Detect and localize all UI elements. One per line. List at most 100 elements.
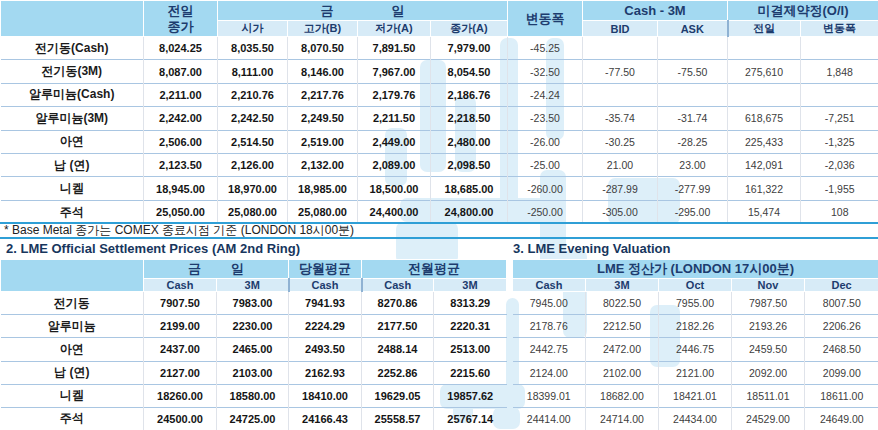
metal-row: 전기동(3M)8,087.008,111.008,146.007,967.008… — [1, 60, 878, 83]
value-cell: 8007.50 — [805, 292, 878, 315]
subheader-cell: 3M — [434, 279, 507, 292]
value-cell: 8,146.00 — [288, 60, 358, 83]
header-prev-month-avg: 전월평균 — [362, 260, 507, 279]
value-cell: 7983.00 — [217, 292, 289, 315]
value-cell: 23.00 — [658, 153, 728, 176]
value-cell: 1,848 — [801, 60, 878, 83]
value-cell: 7945.00 — [513, 292, 586, 315]
value-cell: 24649.00 — [805, 407, 878, 430]
value-cell: -277.99 — [658, 177, 728, 200]
subheader-cell: 전일 — [728, 21, 801, 37]
header-today-group: 금일 — [218, 1, 508, 21]
value-cell: 18,500.00 — [358, 177, 431, 200]
value-cell: -295.00 — [658, 200, 728, 223]
group-header-right: 일 — [231, 261, 244, 276]
value-cell: 18260.00 — [144, 384, 217, 407]
value-cell: 2,211.00 — [144, 83, 218, 106]
value-cell: 7955.00 — [659, 292, 732, 315]
subheader-cell: 시가 — [218, 21, 288, 37]
row-label: 알루미늄 — [1, 315, 144, 338]
metal-row: 2124.002102.002121.002092.002099.00 — [513, 361, 878, 384]
value-cell: 2162.93 — [289, 361, 362, 384]
value-cell: -25.00 — [508, 153, 583, 176]
value-cell: -23.50 — [508, 107, 583, 130]
value-cell: 24529.00 — [732, 407, 805, 430]
metal-row: 7945.008022.507955.007987.508007.50 — [513, 292, 878, 315]
metal-row: 전기동7907.507983.007941.938270.868313.29 — [1, 292, 507, 315]
value-cell: 2,179.76 — [358, 83, 431, 106]
value-cell: 25,050.00 — [144, 200, 218, 223]
value-cell: -75.50 — [658, 60, 728, 83]
value-cell: 24725.00 — [217, 407, 289, 430]
row-label: 알루미늄(3M) — [1, 107, 144, 130]
header-open-interest: 미결제약정(O/I) — [728, 1, 878, 21]
value-cell: 18,970.00 — [218, 177, 288, 200]
value-cell: 7,979.00 — [431, 37, 508, 60]
value-cell: 25,080.00 — [288, 200, 358, 223]
subheader-cell: Cash — [513, 279, 586, 292]
value-cell: 2,186.76 — [431, 83, 508, 106]
value-cell: 19629.05 — [362, 384, 434, 407]
value-cell: 2446.75 — [659, 338, 732, 361]
value-cell: -24.24 — [508, 83, 583, 106]
value-cell: 24,400.00 — [358, 200, 431, 223]
value-cell: 2,218.50 — [431, 107, 508, 130]
subheader-cell: Cash — [144, 279, 217, 292]
value-cell — [583, 83, 658, 106]
value-cell: -1,325 — [801, 130, 878, 153]
value-cell: 2127.00 — [144, 361, 217, 384]
subheader-cell: 고가(B) — [288, 21, 358, 37]
value-cell: 25558.57 — [362, 407, 434, 430]
value-cell: 2513.00 — [434, 338, 507, 361]
group-header-left: 금 — [188, 261, 201, 276]
subheader-cell: 종가(A) — [431, 21, 508, 37]
metal-row: 주석25,050.0025,080.0025,080.0024,400.0024… — [1, 200, 878, 223]
value-cell: 2,211.50 — [358, 107, 431, 130]
header-cash-3m: Cash - 3M — [583, 1, 728, 21]
metal-row: 니켈18260.0018580.0018410.0019629.0519857.… — [1, 384, 507, 407]
value-cell: 2,519.00 — [288, 130, 358, 153]
value-cell: -28.25 — [658, 130, 728, 153]
prev-close-line2: 종가 — [144, 19, 217, 35]
metal-row: 2442.752472.002446.752459.502468.50 — [513, 338, 878, 361]
value-cell: 2,089.00 — [358, 153, 431, 176]
row-label: 아연 — [1, 338, 144, 361]
subheader-cell: 3M — [586, 279, 659, 292]
value-cell: 15,474 — [728, 200, 801, 223]
value-cell: 18410.00 — [289, 384, 362, 407]
value-cell: 18682.00 — [586, 384, 659, 407]
value-cell: 2252.86 — [362, 361, 434, 384]
metal-row: 납 (연)2,123.502,126.002,132.002,089.002,0… — [1, 153, 878, 176]
prev-close-line1: 전일 — [144, 3, 217, 19]
value-cell — [801, 83, 878, 106]
row-label: 전기동(Cash) — [1, 37, 144, 60]
value-cell: 8,035.50 — [218, 37, 288, 60]
value-cell: -7,251 — [801, 107, 878, 130]
value-cell: 18,685.00 — [431, 177, 508, 200]
header-prev-close: 전일종가 — [144, 1, 218, 37]
value-cell: -1,955 — [801, 177, 878, 200]
row-label: 주석 — [1, 200, 144, 223]
value-cell: 2092.00 — [732, 361, 805, 384]
value-cell: 2,514.50 — [218, 130, 288, 153]
value-cell: 24434.00 — [659, 407, 732, 430]
value-cell: 24714.00 — [586, 407, 659, 430]
value-cell: 18399.01 — [513, 384, 586, 407]
value-cell: -2,036 — [801, 153, 878, 176]
header-today-group: 금일 — [144, 260, 289, 279]
value-cell: 2099.00 — [805, 361, 878, 384]
header-change: 변동폭 — [508, 1, 583, 37]
metal-row: 18399.0118682.0018421.0118511.0118611.00 — [513, 384, 878, 407]
metal-row: 전기동(Cash)8,024.258,035.508,070.507,891.5… — [1, 37, 878, 60]
value-cell: 225,433 — [728, 130, 801, 153]
header-month-avg: 당월평균 — [289, 260, 362, 279]
value-cell: 618,675 — [728, 107, 801, 130]
metal-row: 니켈18,945.0018,970.0018,985.0018,500.0018… — [1, 177, 878, 200]
value-cell: 2215.60 — [434, 361, 507, 384]
header-lme-settlement: LME 정산가 (LONDON 17시00분) — [513, 260, 878, 279]
value-cell: -31.74 — [658, 107, 728, 130]
section2-title: 2. LME Official Settlement Prices (AM 2n… — [6, 241, 300, 256]
value-cell: -250.00 — [508, 200, 583, 223]
row-label: 전기동(3M) — [1, 60, 144, 83]
value-cell: 18421.01 — [659, 384, 732, 407]
